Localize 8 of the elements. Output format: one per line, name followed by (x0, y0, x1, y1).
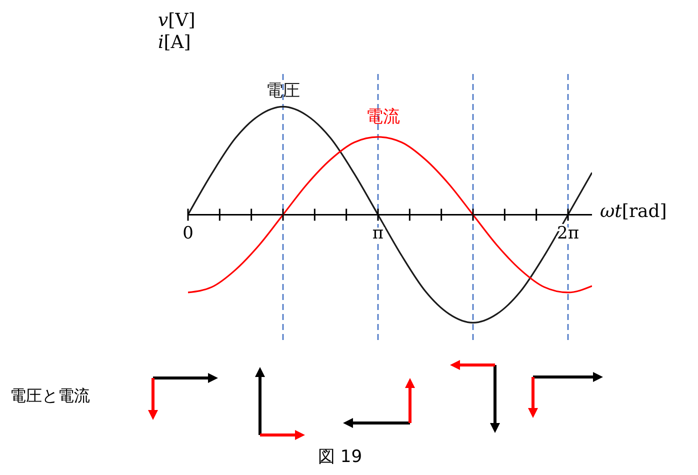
series-label: 電圧 (265, 80, 301, 102)
x-tick-label: 0 (182, 224, 194, 244)
x-tick-label: π (372, 224, 384, 244)
caption: 図 19 (318, 446, 362, 468)
y-axis-title: v[V] i[A] (158, 10, 196, 54)
series-label: 電流 (365, 106, 401, 128)
x-axis-title: ωt[rad] (600, 200, 667, 222)
text: 電圧と電流 (10, 386, 90, 407)
